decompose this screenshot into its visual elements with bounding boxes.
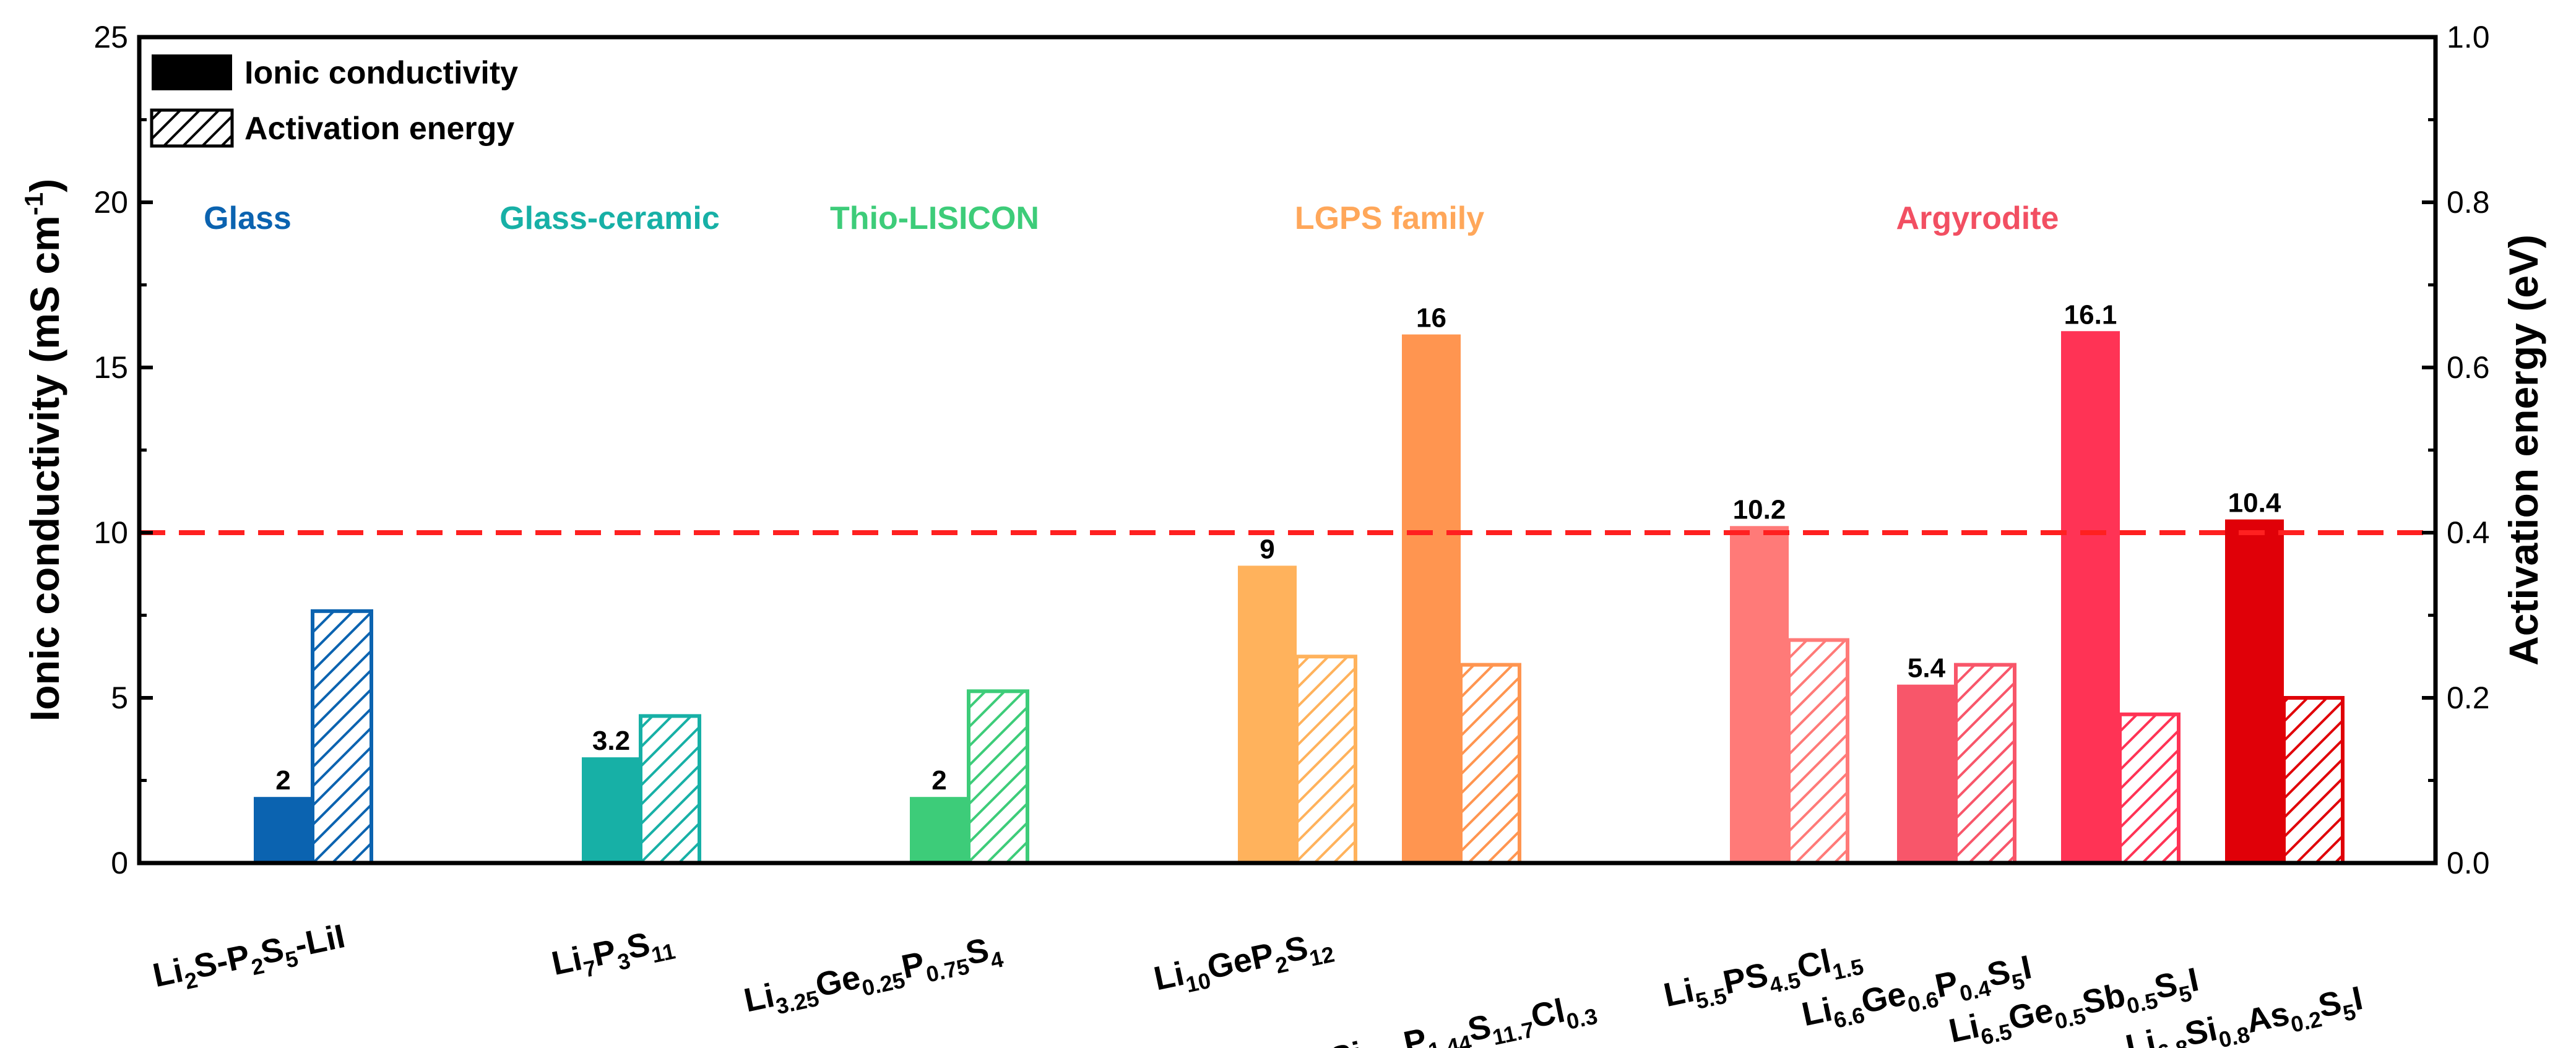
group-label: Glass bbox=[204, 200, 292, 236]
legend-swatch-hatched bbox=[150, 108, 234, 148]
group-label: Argyrodite bbox=[1896, 200, 2059, 236]
bar-value-label: 2 bbox=[275, 765, 290, 796]
bar-value-label: 5.4 bbox=[1908, 653, 1946, 684]
activation-energy-bar bbox=[1787, 638, 1849, 865]
category-label: Li5.5PS4.5Cl1.5 bbox=[1661, 936, 1866, 1020]
y-right-tick-label: 0.8 bbox=[2447, 185, 2490, 220]
y-left-tick-label: 20 bbox=[93, 185, 128, 220]
bar-value-label: 2 bbox=[931, 765, 946, 796]
bar-value-label: 10.2 bbox=[1733, 494, 1786, 525]
category-label: Li6.5Ge0.5Sb0.5S5I bbox=[1946, 961, 2203, 1048]
ionic-conductivity-bar bbox=[254, 797, 313, 863]
y-right-tick-label: 0.0 bbox=[2447, 846, 2490, 880]
activation-energy-bar bbox=[1295, 655, 1357, 865]
group-label: Glass-ceramic bbox=[499, 200, 720, 236]
ionic-conductivity-bar bbox=[1238, 565, 1297, 863]
y-right-tick-label: 0.6 bbox=[2447, 350, 2490, 385]
category-label: Li7P3S11 bbox=[548, 921, 677, 989]
activation-energy-bar bbox=[311, 609, 373, 865]
group-label: Thio-LISICON bbox=[830, 200, 1039, 236]
y-left-tick-label: 5 bbox=[111, 681, 128, 715]
ionic-conductivity-bar bbox=[1897, 684, 1956, 863]
category-label: Li9.54Si1.74P1.44S11.7Cl0.3 bbox=[1256, 986, 1600, 1048]
ionic-conductivity-bar bbox=[2061, 331, 2120, 863]
y-right-tick-label: 0.4 bbox=[2447, 515, 2490, 550]
ionic-conductivity-bar bbox=[582, 757, 641, 863]
bar-value-label: 9 bbox=[1260, 534, 1274, 564]
activation-energy-bar bbox=[2118, 712, 2181, 865]
activation-energy-bar bbox=[1459, 663, 1521, 865]
bar-value-label: 16.1 bbox=[2064, 299, 2117, 330]
labels-layer: 2 3.2 2 9 16 10.2 5.4 16.1 10.4 0 5 10 15 20 25 0.0 0.2 0… bbox=[19, 20, 2546, 1048]
ionic-conductivity-bar bbox=[1730, 526, 1789, 863]
y-right-tick-label: 1.0 bbox=[2447, 20, 2490, 54]
group-label: LGPS family bbox=[1295, 200, 1484, 236]
y-right-tick-label: 0.2 bbox=[2447, 681, 2490, 715]
ionic-conductivity-bar bbox=[910, 797, 969, 863]
bars-layer bbox=[254, 331, 2345, 865]
y-left-tick-label: 0 bbox=[111, 846, 128, 880]
y-left-tick-label: 15 bbox=[93, 350, 128, 385]
axes-layer bbox=[137, 35, 2438, 865]
ionic-conductivity-bar bbox=[2225, 519, 2284, 863]
y-right-axis-title: Activation energy (eV) bbox=[2500, 234, 2546, 666]
y-left-tick-label: 10 bbox=[93, 515, 128, 550]
bar-value-label: 3.2 bbox=[592, 726, 630, 756]
activation-energy-bar bbox=[639, 714, 701, 865]
category-label: Li10GeP2S12 bbox=[1151, 924, 1336, 1003]
y-left-axis-title: Ionic conductivity (mS cm-1) bbox=[19, 179, 67, 721]
legend-label: Ionic conductivity bbox=[244, 55, 518, 91]
legend-swatch-solid bbox=[152, 54, 232, 90]
category-label: Li3.25Ge0.25P0.75S4 bbox=[741, 929, 1006, 1025]
bar-value-label: 16 bbox=[1416, 303, 1446, 333]
y-left-tick-label: 25 bbox=[93, 20, 128, 54]
activation-energy-bar bbox=[967, 689, 1029, 865]
bar-value-label: 10.4 bbox=[2228, 488, 2281, 518]
legend-label: Activation energy bbox=[244, 111, 514, 147]
category-label: Li2S-P2S5-LiI bbox=[150, 917, 350, 1000]
ionic-conductivity-bar bbox=[1402, 334, 1461, 863]
activation-energy-bar bbox=[2282, 696, 2345, 865]
activation-energy-bar bbox=[1954, 663, 2016, 865]
category-label: Li6.8Si0.8As0.2S5I bbox=[2122, 979, 2367, 1048]
